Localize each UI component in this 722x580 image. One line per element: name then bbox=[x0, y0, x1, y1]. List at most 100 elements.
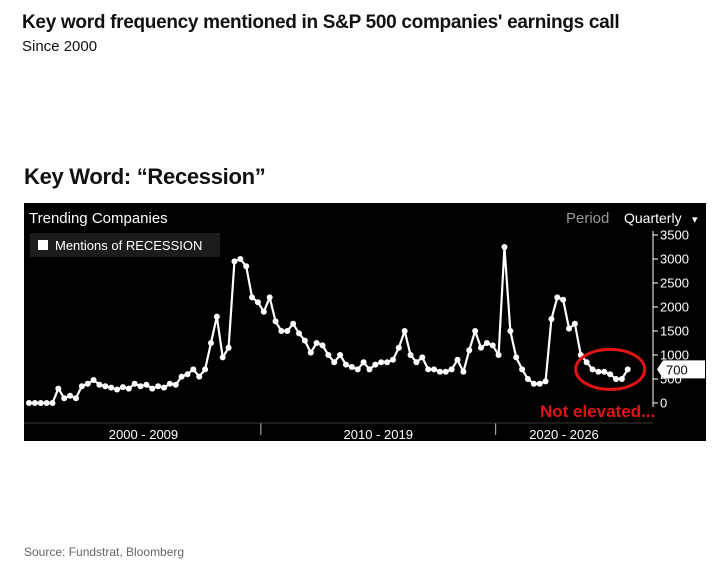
data-point bbox=[337, 352, 344, 358]
data-point bbox=[571, 320, 578, 327]
data-point bbox=[31, 400, 38, 406]
data-point bbox=[624, 366, 631, 373]
era-axis: 2000 - 2009 2010 - 2019 2020 - 2026 bbox=[24, 422, 653, 441]
data-point bbox=[601, 368, 608, 375]
data-point bbox=[389, 356, 396, 363]
data-point bbox=[519, 366, 526, 373]
data-point bbox=[495, 352, 502, 358]
data-point bbox=[301, 337, 308, 344]
period-value[interactable]: Quarterly bbox=[624, 210, 682, 226]
legend-swatch bbox=[38, 240, 48, 250]
data-point bbox=[425, 366, 432, 373]
data-point bbox=[548, 316, 555, 322]
chevron-down-icon[interactable]: ▾ bbox=[692, 213, 698, 226]
data-point bbox=[26, 400, 32, 406]
data-point bbox=[419, 354, 426, 361]
data-point bbox=[472, 328, 479, 334]
data-point bbox=[307, 349, 314, 356]
data-point bbox=[43, 400, 50, 406]
data-point bbox=[243, 263, 250, 270]
data-point bbox=[607, 371, 614, 378]
data-point bbox=[249, 294, 256, 301]
data-point bbox=[542, 378, 549, 385]
annotation-not-elevated: Not elevated... bbox=[540, 402, 655, 421]
period-label: Period bbox=[566, 210, 609, 227]
data-point bbox=[325, 352, 332, 358]
data-point bbox=[554, 294, 561, 301]
data-point bbox=[37, 400, 44, 406]
data-point bbox=[184, 371, 191, 378]
y-tick-label: 3500 bbox=[660, 228, 689, 243]
chart-panel: 0 500 1000 1500 2000 2500 3000 3500 2000 - 2009… bbox=[24, 203, 706, 441]
data-point bbox=[536, 380, 543, 387]
y-tick-label: 1000 bbox=[660, 348, 689, 363]
period-selector[interactable]: Period Quarterly ▾ bbox=[566, 210, 698, 227]
data-point bbox=[524, 376, 531, 382]
data-point bbox=[530, 380, 537, 387]
data-point bbox=[131, 380, 138, 387]
data-point bbox=[237, 256, 244, 262]
data-point bbox=[436, 368, 443, 375]
y-tick-label: 1500 bbox=[660, 324, 689, 339]
data-point bbox=[213, 313, 220, 320]
chart-title: Key word frequency mentioned in S&P 500 … bbox=[22, 12, 620, 33]
y-tick-label: 3000 bbox=[660, 252, 689, 267]
data-point bbox=[477, 344, 484, 351]
data-point bbox=[102, 383, 109, 390]
data-point bbox=[595, 368, 602, 375]
data-point bbox=[613, 376, 619, 382]
data-point bbox=[260, 308, 267, 315]
data-point bbox=[78, 383, 85, 390]
data-point bbox=[431, 366, 438, 373]
data-point bbox=[448, 366, 455, 373]
data-point bbox=[119, 384, 126, 391]
data-point bbox=[125, 385, 132, 392]
data-point bbox=[407, 352, 414, 358]
data-point bbox=[96, 381, 103, 388]
data-point bbox=[290, 320, 297, 327]
data-point bbox=[166, 380, 173, 387]
data-point bbox=[67, 392, 74, 399]
data-point bbox=[331, 359, 338, 366]
data-point bbox=[196, 373, 203, 380]
data-point bbox=[84, 380, 91, 387]
highlight-ring bbox=[574, 347, 647, 391]
series-points bbox=[26, 244, 631, 406]
data-point bbox=[501, 244, 508, 250]
data-point bbox=[219, 354, 226, 361]
data-point bbox=[72, 395, 79, 402]
data-point bbox=[560, 296, 567, 303]
data-point bbox=[231, 258, 238, 265]
data-point bbox=[618, 376, 625, 382]
data-point bbox=[507, 328, 514, 334]
data-point bbox=[137, 383, 144, 390]
data-point bbox=[319, 342, 326, 349]
data-point bbox=[342, 361, 349, 368]
era-label: 2000 - 2009 bbox=[109, 427, 178, 441]
data-point bbox=[566, 325, 573, 332]
data-point bbox=[149, 385, 156, 392]
data-point bbox=[266, 294, 273, 301]
data-point bbox=[589, 366, 596, 373]
data-point bbox=[442, 368, 449, 375]
data-point bbox=[583, 359, 590, 366]
data-point bbox=[172, 381, 179, 388]
data-point bbox=[489, 342, 496, 349]
keyword-label: Key Word: “Recession” bbox=[24, 164, 266, 189]
data-point bbox=[90, 376, 97, 383]
data-point bbox=[207, 340, 214, 346]
source-note: Source: Fundstrat, Bloomberg bbox=[24, 545, 185, 559]
y-tick-label: 2000 bbox=[660, 300, 689, 315]
data-point bbox=[313, 340, 320, 346]
y-tick-label: 2500 bbox=[660, 276, 689, 291]
data-point bbox=[178, 373, 185, 380]
panel-title: Trending Companies bbox=[29, 210, 168, 227]
data-point bbox=[161, 384, 168, 391]
data-point bbox=[454, 356, 461, 363]
data-point bbox=[284, 328, 291, 334]
data-point bbox=[190, 366, 197, 373]
y-tick-label: 0 bbox=[660, 396, 667, 411]
series-line-recession bbox=[29, 245, 629, 405]
data-point bbox=[114, 386, 121, 393]
